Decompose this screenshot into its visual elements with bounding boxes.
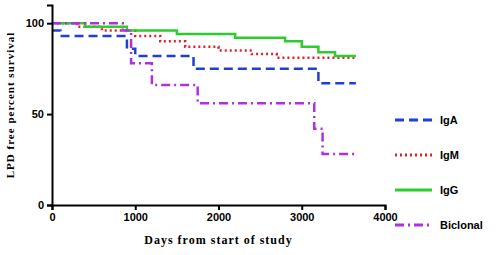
legend-label: Biclonal bbox=[440, 219, 483, 231]
tick-mark bbox=[47, 114, 52, 116]
survival-line bbox=[52, 23, 356, 58]
survival-line bbox=[52, 30, 356, 83]
tick-label: 2000 bbox=[207, 211, 231, 223]
tick-label: 100 bbox=[26, 17, 44, 29]
axis-line bbox=[47, 6, 53, 206]
tick-label: 50 bbox=[32, 108, 44, 120]
survival-line bbox=[52, 23, 356, 56]
tick-mark bbox=[218, 205, 220, 210]
tick-label: 4000 bbox=[373, 211, 397, 223]
tick: 100 bbox=[26, 17, 52, 29]
tick-mark bbox=[301, 205, 303, 210]
tick-label: 3000 bbox=[290, 211, 314, 223]
tick-mark bbox=[47, 205, 52, 207]
axis-line bbox=[53, 206, 386, 211]
tick-label: 1000 bbox=[124, 211, 148, 223]
y-axis-title: LPD free percent survival bbox=[4, 32, 16, 178]
tick-mark bbox=[135, 205, 137, 210]
legend-label: IgM bbox=[440, 149, 459, 161]
x-axis-title: Days from start of study bbox=[144, 233, 292, 247]
tick-mark bbox=[47, 23, 52, 25]
survival-line bbox=[52, 23, 356, 154]
legend: IgA IgM IgG Biclonal bbox=[395, 114, 483, 231]
legend-swatch bbox=[395, 154, 432, 157]
tick: 1000 bbox=[124, 205, 148, 223]
tick: 4000 bbox=[373, 205, 397, 223]
x-axis: 0 1000 2000 3000 4000 bbox=[49, 205, 397, 223]
tick-label: 0 bbox=[38, 199, 44, 211]
tick: 0 bbox=[49, 205, 55, 223]
legend-swatch bbox=[395, 189, 432, 192]
tick: 2000 bbox=[207, 205, 231, 223]
legend-swatch bbox=[395, 119, 432, 122]
plot-area bbox=[52, 23, 356, 154]
tick-mark bbox=[385, 205, 387, 210]
tick: 0 bbox=[38, 199, 52, 211]
legend-label: IgA bbox=[440, 114, 458, 126]
y-axis: 0 50 100 bbox=[26, 6, 53, 212]
tick: 3000 bbox=[290, 205, 314, 223]
tick: 50 bbox=[32, 108, 52, 120]
chart: 0 1000 2000 3000 4000 0 50 100 Days from start o… bbox=[0, 0, 500, 255]
legend-swatch bbox=[395, 224, 432, 227]
legend-label: IgG bbox=[440, 184, 458, 196]
tick-label: 0 bbox=[49, 211, 55, 223]
